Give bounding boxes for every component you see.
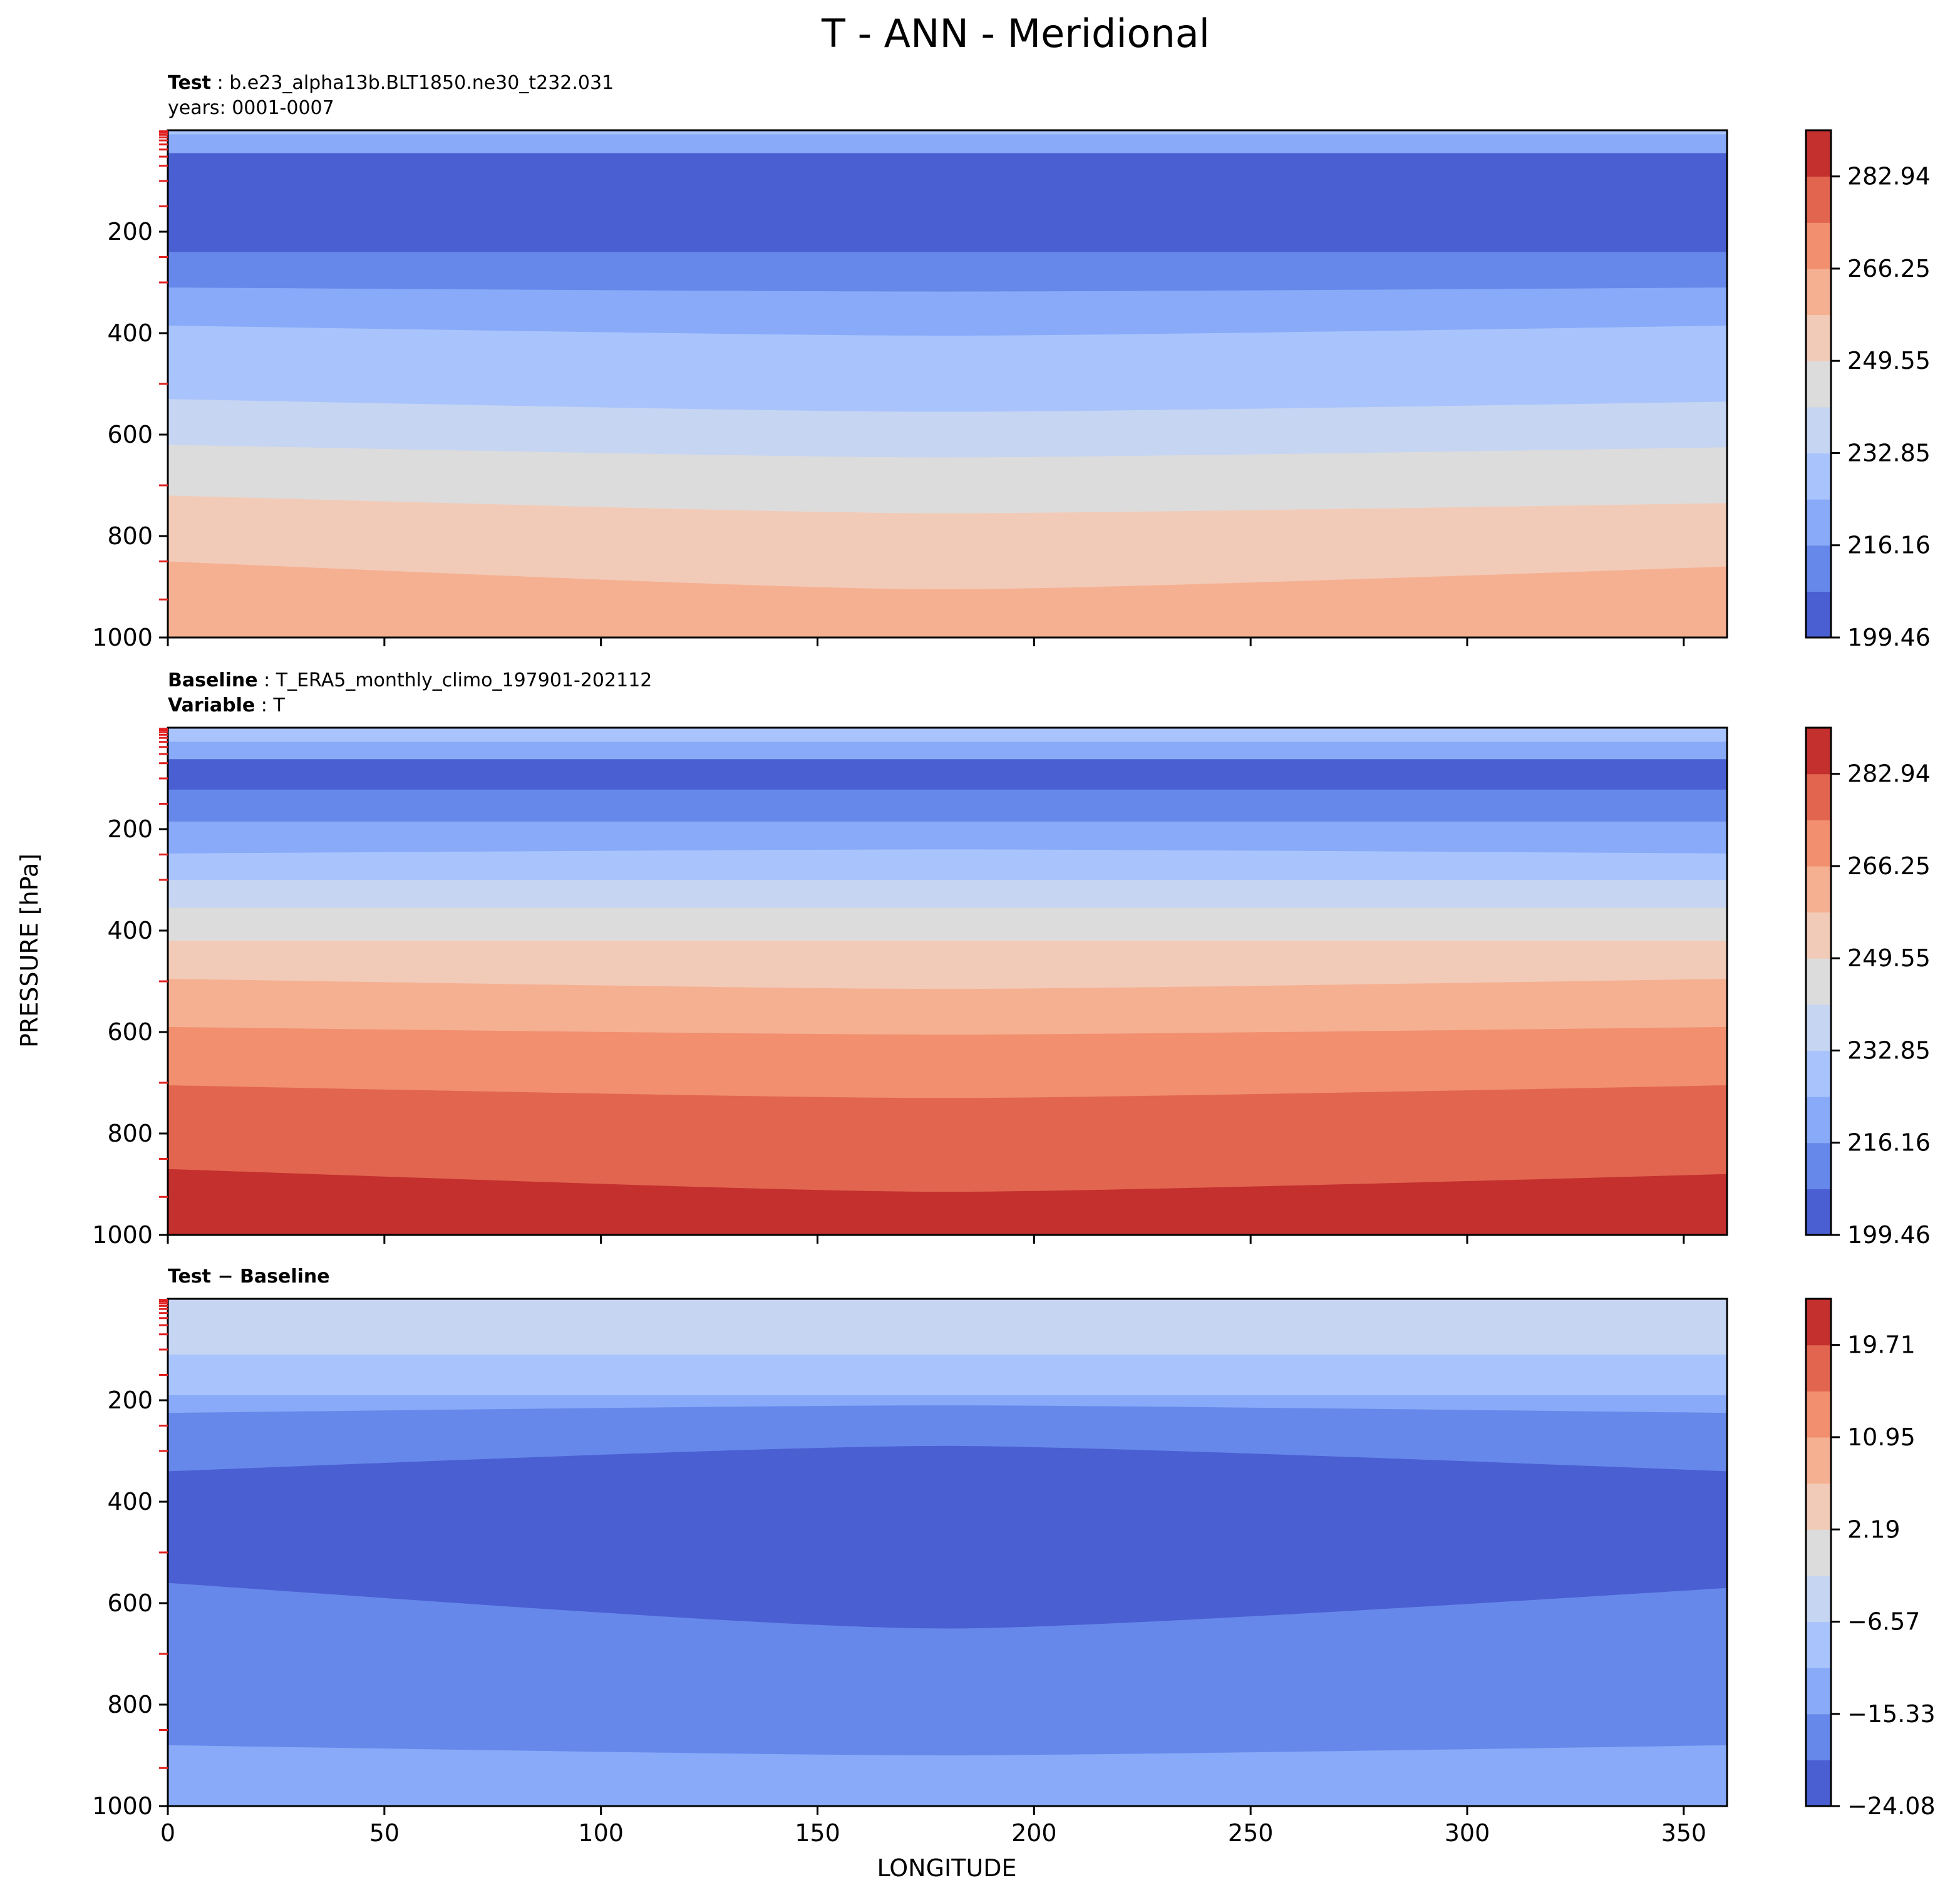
y-tick-label: 600: [107, 1018, 153, 1046]
contour-band: [168, 1745, 1727, 1806]
baseline-colorbar: 199.46 216.16 232.85 249.55 266.25 282.94: [1805, 726, 1931, 1249]
colorbar-segment: [1806, 268, 1831, 316]
colorbar-tick-label: −6.57: [1847, 1608, 1920, 1636]
y-tick-label: 400: [107, 319, 153, 347]
colorbar-segment: [1806, 591, 1831, 638]
colorbar-segment: [1806, 1713, 1831, 1760]
colorbar-segment: [1806, 1621, 1831, 1668]
test-panel: 200 400 600 800 1000: [92, 129, 1728, 651]
colorbar-tick-label: 199.46: [1847, 624, 1931, 651]
contour-band: [168, 1582, 1727, 1806]
test-label: Test : b.e23_alpha13b.BLT1850.ne30_t232.…: [168, 72, 614, 94]
colorbar-segment: [1806, 176, 1831, 223]
y-tick-label: 600: [107, 421, 153, 448]
y-tick-label: 800: [107, 1120, 153, 1147]
x-tick-label: 50: [369, 1819, 400, 1847]
colorbar-segment: [1806, 912, 1831, 959]
y-tick-label: 200: [107, 815, 153, 843]
colorbar-segment: [1806, 130, 1831, 177]
colorbar-segment: [1806, 1299, 1831, 1346]
colorbar-tick-label: 282.94: [1847, 760, 1931, 788]
colorbar-tick-label: −24.08: [1847, 1792, 1936, 1820]
colorbar-segment: [1806, 453, 1831, 500]
x-axis-label: LONGITUDE: [877, 1854, 1016, 1882]
colorbar-segment: [1806, 728, 1831, 775]
x-tick-label: 250: [1228, 1819, 1274, 1847]
colorbar-segment: [1806, 1391, 1831, 1438]
test-years: years: 0001-0007: [168, 97, 334, 119]
y-tick-label: 800: [107, 522, 153, 550]
colorbar-segment: [1806, 1345, 1831, 1391]
colorbar-segment: [1806, 499, 1831, 546]
colorbar-tick-label: 2.19: [1847, 1515, 1901, 1543]
contour-band: [168, 561, 1727, 638]
x-tick-label: 0: [160, 1819, 175, 1847]
baseline-label: Baseline : T_ERA5_monthly_climo_197901-2…: [168, 669, 652, 691]
colorbar-segment: [1806, 545, 1831, 592]
x-tick-label: 100: [578, 1819, 624, 1847]
colorbar-tick-label: 216.16: [1847, 532, 1931, 559]
colorbar-tick-label: 19.71: [1847, 1331, 1916, 1359]
colorbar-segment: [1806, 314, 1831, 361]
colorbar-segment: [1806, 865, 1831, 913]
colorbar-segment: [1806, 1004, 1831, 1051]
colorbar-segment: [1806, 222, 1831, 269]
colorbar-tick-label: 216.16: [1847, 1129, 1931, 1157]
colorbar-segment: [1806, 1668, 1831, 1715]
y-axis-label: PRESSURE [hPa]: [16, 854, 43, 1048]
colorbar-segment: [1806, 361, 1831, 408]
colorbar-segment: [1806, 1189, 1831, 1236]
colorbar-tick-label: 249.55: [1847, 347, 1931, 374]
test-colorbar: 199.46 216.16 232.85 249.55 266.25 282.94: [1805, 129, 1931, 651]
y-tick-label: 800: [107, 1691, 153, 1718]
baseline-panel: 200 400 600 800 1000: [92, 726, 1728, 1249]
difference-colorbar: −24.08 −15.33 −6.57 2.19 10.95 19.71: [1805, 1298, 1936, 1820]
colorbar-segment: [1806, 1529, 1831, 1576]
y-tick-label: 600: [107, 1589, 153, 1617]
colorbar-tick-label: 10.95: [1847, 1423, 1916, 1451]
x-tick-label: 350: [1661, 1819, 1707, 1847]
colorbar-tick-label: 199.46: [1847, 1221, 1931, 1249]
x-tick-label: 300: [1445, 1819, 1490, 1847]
difference-label: Test − Baseline: [168, 1266, 330, 1288]
colorbar-segment: [1806, 1437, 1831, 1484]
colorbar-frame: [1805, 726, 1832, 1236]
colorbar-segment: [1806, 773, 1831, 820]
variable-label: Variable : T: [168, 694, 285, 716]
y-tick-label: 1000: [92, 1792, 153, 1820]
y-tick-label: 200: [107, 218, 153, 245]
x-tick-label: 200: [1011, 1819, 1057, 1847]
contour-band: [168, 1169, 1727, 1235]
figure-title: T - ANN - Meridional: [821, 11, 1210, 56]
colorbar-tick-label: 282.94: [1847, 163, 1931, 190]
y-tick-label: 400: [107, 917, 153, 944]
y-tick-label: 200: [107, 1386, 153, 1414]
x-tick-label: 150: [795, 1819, 840, 1847]
y-tick-label: 400: [107, 1488, 153, 1515]
colorbar-segment: [1806, 958, 1831, 1005]
colorbar-segment: [1806, 820, 1831, 867]
colorbar-tick-label: −15.33: [1847, 1700, 1936, 1728]
colorbar-segment: [1806, 1483, 1831, 1530]
colorbar-segment: [1806, 1142, 1831, 1189]
colorbar-segment: [1806, 1050, 1831, 1097]
colorbar-tick-label: 232.85: [1847, 440, 1931, 467]
colorbar-segment: [1806, 1760, 1831, 1807]
colorbar-frame: [1805, 1298, 1832, 1807]
colorbar-segment: [1806, 1575, 1831, 1623]
y-tick-label: 1000: [92, 624, 153, 651]
colorbar-tick-label: 266.25: [1847, 852, 1931, 880]
colorbar-frame: [1805, 129, 1832, 639]
colorbar-segment: [1806, 406, 1831, 454]
colorbar-tick-label: 232.85: [1847, 1037, 1931, 1065]
y-tick-label: 1000: [92, 1221, 153, 1249]
colorbar-segment: [1806, 1097, 1831, 1144]
colorbar-tick-label: 266.25: [1847, 255, 1931, 282]
colorbar-tick-label: 249.55: [1847, 944, 1931, 972]
